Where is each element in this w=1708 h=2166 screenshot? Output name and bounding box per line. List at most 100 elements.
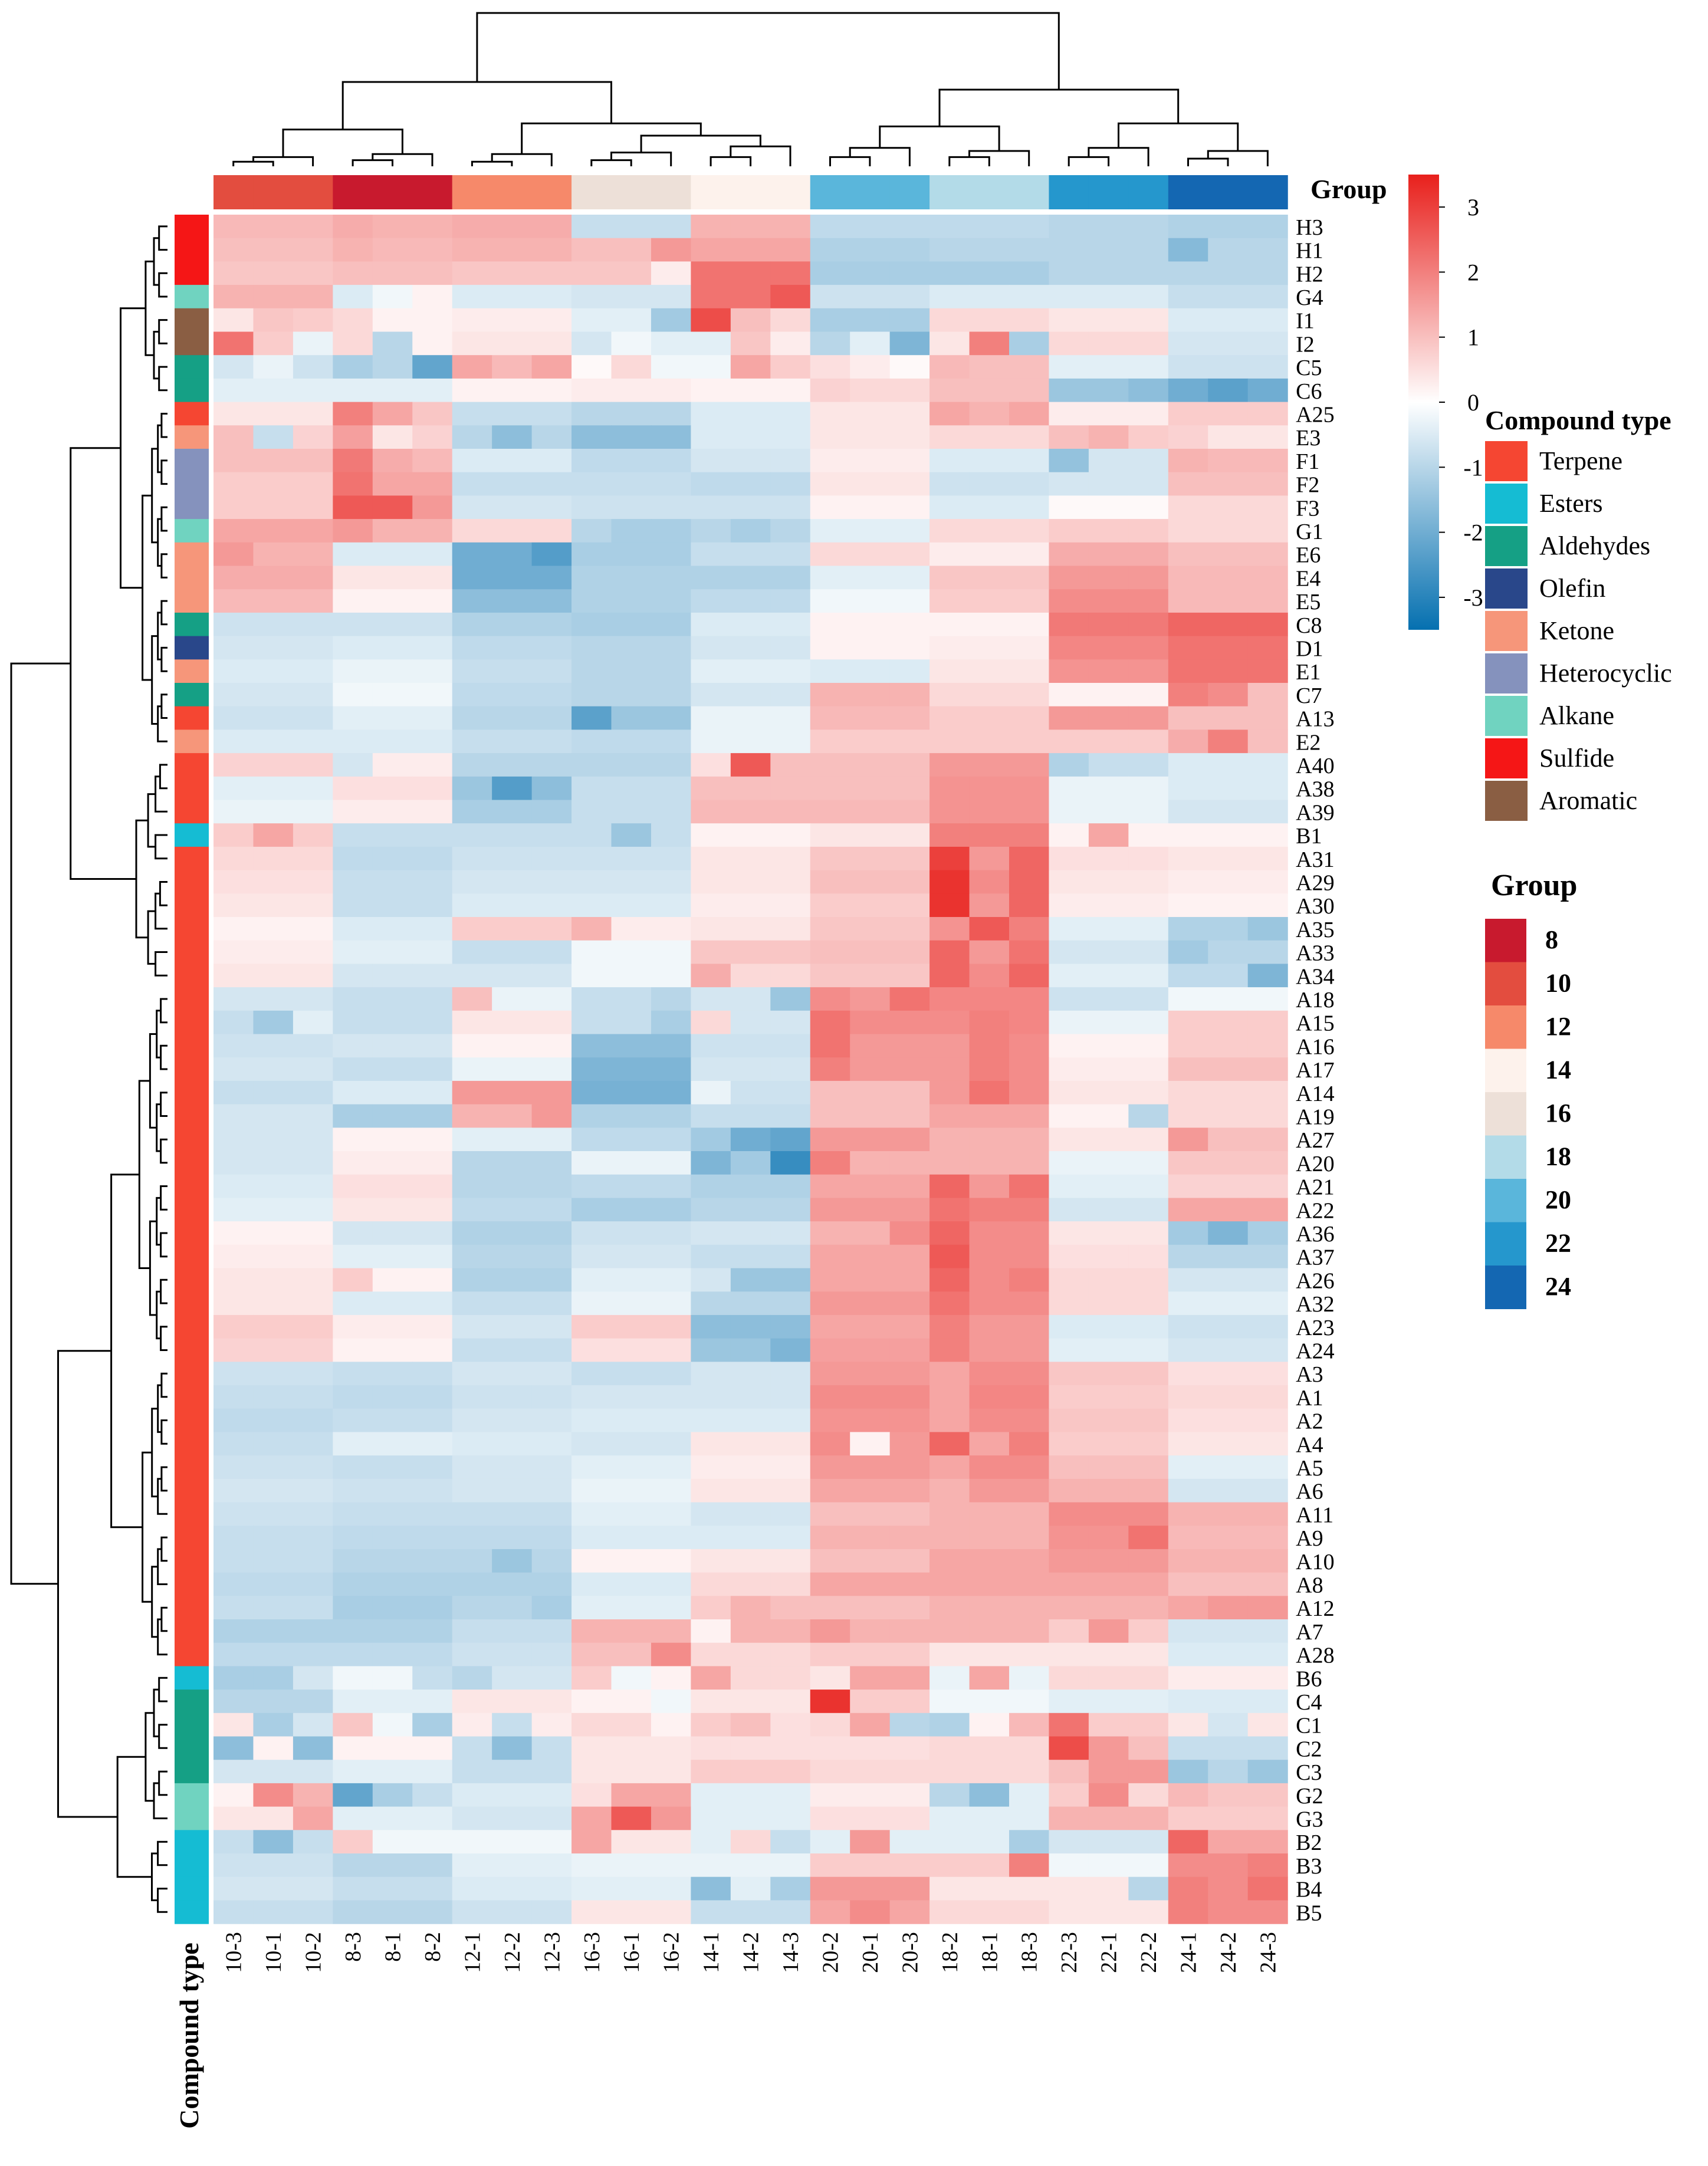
heatmap-cell [810,1080,850,1105]
heatmap-cell [372,1034,413,1058]
heatmap-cell [452,1783,492,1807]
compound-type-cell [175,1666,209,1690]
heatmap-cell [691,1174,731,1198]
heatmap-cell [889,1268,930,1292]
heatmap-cell [452,1104,492,1128]
heatmap-cell [889,1010,930,1035]
column-label: 20-2 [819,1932,843,1973]
row-label: A24 [1296,1339,1334,1364]
heatmap-cell [1009,1549,1050,1573]
heatmap-cell [1247,1010,1288,1035]
heatmap-cell [452,706,492,730]
heatmap-cell [214,355,254,379]
heatmap-cell [1009,1268,1050,1292]
heatmap-cell [770,964,811,988]
heatmap-cell [1247,1244,1288,1269]
heatmap-cell [412,425,453,449]
heatmap-cell [889,1080,930,1105]
heatmap-cell [850,355,891,379]
heatmap-cell [333,1690,373,1714]
group-cell [1247,175,1288,209]
heatmap-cell [333,706,373,730]
heatmap-cell [293,1619,333,1644]
heatmap-cell [1049,1666,1089,1690]
compound-type-cell [175,1806,209,1830]
compound-type-swatch [1485,568,1528,609]
heatmap-cell [611,1034,652,1058]
heatmap-cell [1208,1572,1249,1596]
heatmap-cell [571,495,612,520]
heatmap-cell [969,683,1010,707]
heatmap-cell [1128,261,1169,285]
heatmap-cell [333,1151,373,1175]
heatmap-cell [850,1362,891,1386]
compound-type-legend-label: Sulfide [1539,744,1614,773]
heatmap-cell [412,1010,453,1035]
heatmap-cell [1168,1291,1208,1316]
heatmap-cell [412,1362,453,1386]
heatmap-cell [691,776,731,801]
heatmap-cell [571,1502,612,1526]
heatmap-cell [1049,683,1089,707]
row-label: A32 [1296,1292,1334,1317]
heatmap-cell [770,1783,811,1807]
heatmap-cell [214,472,254,496]
heatmap-cell [492,542,533,567]
heatmap-cell [1128,1057,1169,1082]
heatmap-cell [1168,800,1208,824]
heatmap-cell [969,285,1010,309]
heatmap-cell [571,1783,612,1807]
heatmap-cell [929,215,970,239]
heatmap-cell [293,1314,333,1339]
heatmap-cell [730,1642,771,1667]
heatmap-cell [691,1830,731,1854]
heatmap-cell [1128,1174,1169,1198]
heatmap-cell [1009,1057,1050,1082]
heatmap-cell [452,1876,492,1901]
heatmap-cell [1088,893,1129,918]
row-label: A7 [1296,1620,1323,1645]
heatmap-cell [571,612,612,637]
heatmap-cell [929,1642,970,1667]
heatmap-cell [1168,729,1208,754]
heatmap-cell [651,285,691,309]
heatmap-cell [1088,1876,1129,1901]
heatmap-cell [929,870,970,894]
heatmap-cell [730,378,771,403]
heatmap-cell [730,659,771,683]
heatmap-cell [691,1362,731,1386]
heatmap-cell [1049,495,1089,520]
heatmap-cell [452,917,492,941]
row-label: C4 [1296,1690,1322,1715]
heatmap-cell [531,1853,572,1878]
heatmap-cell [810,1338,850,1362]
heatmap-cell [1128,823,1169,847]
heatmap-cell [730,495,771,520]
heatmap-cell [1088,285,1129,309]
heatmap-cell [1088,1408,1129,1432]
dendrogram-branch [158,1677,167,1702]
heatmap-cell [372,1104,413,1128]
heatmap-cell [1208,472,1249,496]
heatmap-cell [611,1572,652,1596]
heatmap-cell [1247,753,1288,777]
heatmap-cell [770,1900,811,1924]
heatmap-cell [611,612,652,637]
heatmap-cell [850,1666,891,1690]
heatmap-cell [730,1526,771,1550]
row-label: A16 [1296,1034,1334,1059]
heatmap-cell [611,238,652,262]
heatmap-cell [969,1010,1010,1035]
heatmap-cell [1247,1853,1288,1878]
heatmap-cell [372,1526,413,1550]
heatmap-cell [929,1760,970,1784]
heatmap-cell [929,964,970,988]
heatmap-cell [1208,964,1249,988]
heatmap-cell [889,1876,930,1901]
heatmap-cell [691,1432,731,1456]
heatmap-cell [889,378,930,403]
dendrogram-branch [149,1033,157,1129]
compound-type-cell [175,1549,209,1573]
heatmap-cell [571,1642,612,1667]
heatmap-cell [730,1783,771,1807]
